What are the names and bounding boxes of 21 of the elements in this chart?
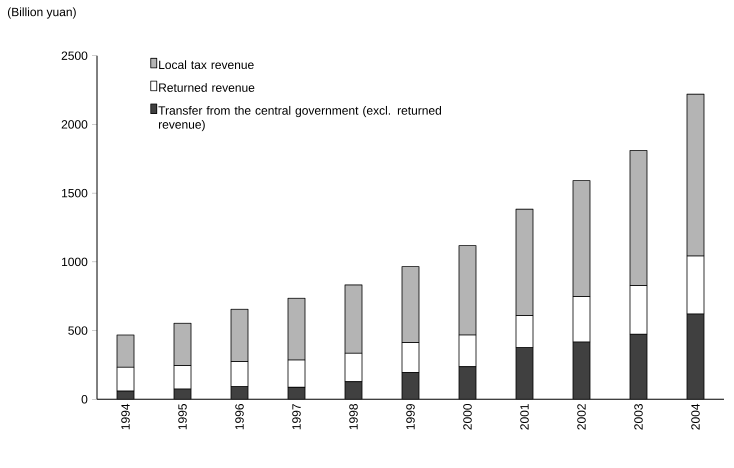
x-tick-label: 2000 bbox=[463, 404, 472, 430]
x-tick-label: 1997 bbox=[292, 404, 301, 430]
legend-label: Local tax revenue bbox=[159, 60, 254, 70]
x-tick-label: 1994 bbox=[121, 404, 130, 430]
x-tick-label: 1998 bbox=[349, 404, 358, 430]
x-tick-label: 2002 bbox=[577, 404, 586, 430]
x-tick-label: 2001 bbox=[520, 404, 529, 430]
y-tick-label: 0 bbox=[82, 395, 88, 404]
y-axis-title: (Billion yuan) bbox=[8, 7, 76, 19]
x-tick-label: 1999 bbox=[406, 404, 415, 430]
y-tick-label: 2500 bbox=[62, 51, 88, 60]
legend-label: Returned revenue bbox=[159, 83, 254, 92]
x-tick-label: 1995 bbox=[178, 404, 187, 430]
y-tick-label: 1500 bbox=[62, 188, 88, 198]
x-tick-label: 1996 bbox=[235, 404, 244, 430]
legend-label: Transfer from the central government (excl. returned revenue) bbox=[158, 106, 442, 132]
x-tick-label: 2004 bbox=[691, 404, 700, 430]
y-tick-label: 1000 bbox=[62, 258, 88, 266]
y-tick-label: 2000 bbox=[62, 120, 88, 129]
x-tick-label: 2003 bbox=[634, 404, 643, 430]
y-tick-label: 500 bbox=[68, 326, 88, 335]
